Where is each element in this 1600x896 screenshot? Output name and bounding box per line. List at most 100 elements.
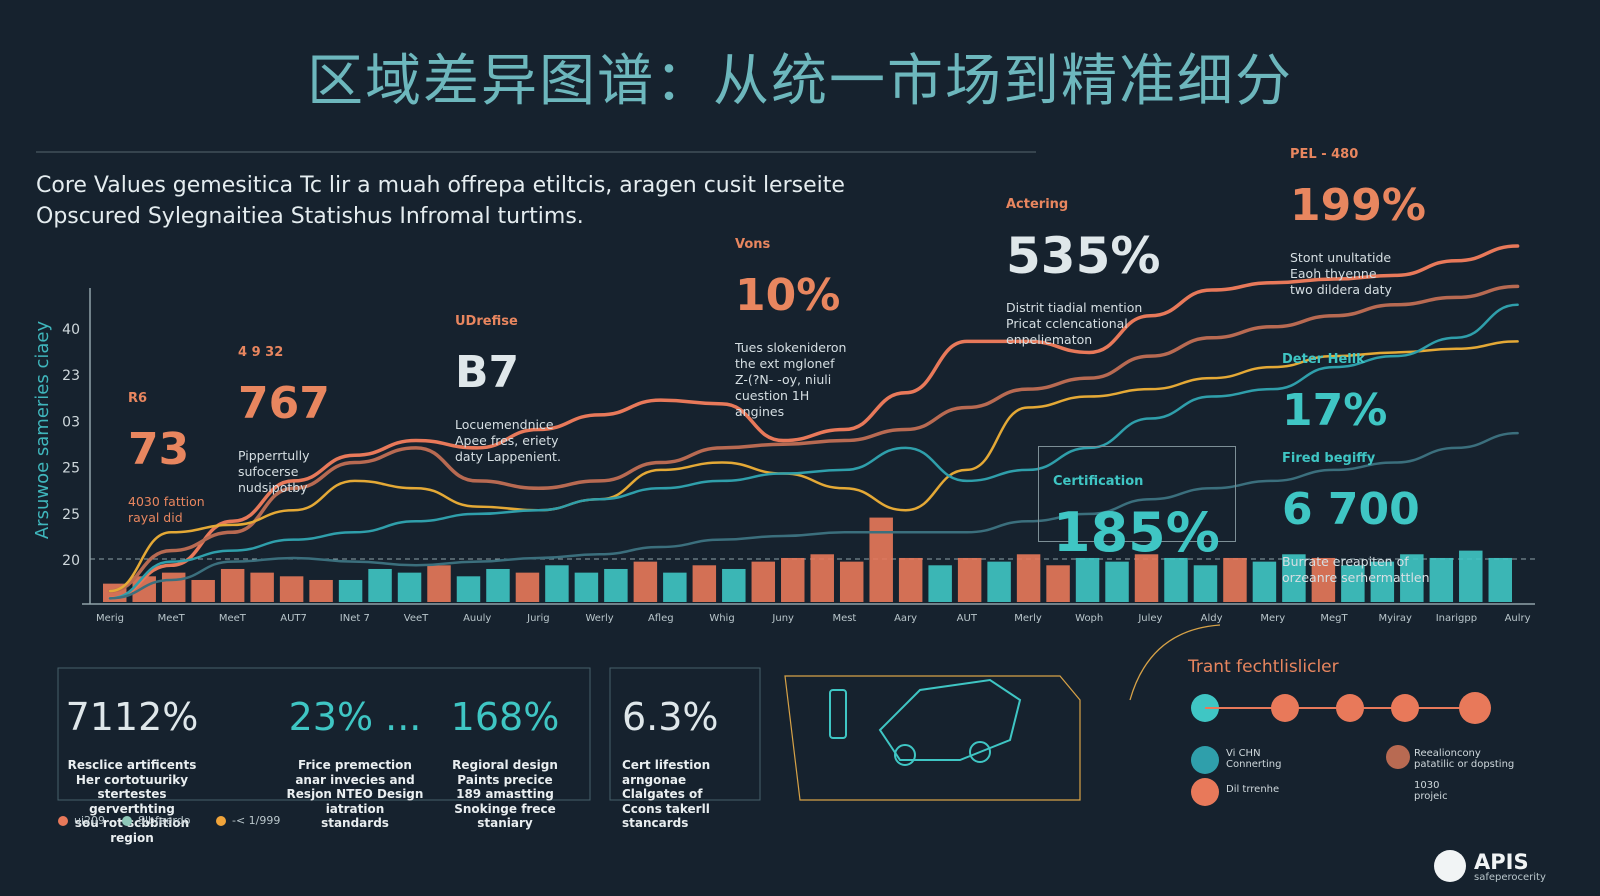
legend-item: Slbfeerdo [122,814,190,827]
stat-card: 23% ... Frice premection anar invecies a… [280,676,430,850]
callout-value: 73 [128,424,190,475]
stat-card: 7112% Resclice artificents Her cortotuur… [62,676,202,864]
callout-value: 767 [238,378,330,429]
legend-label: Slbfeerdo [138,814,191,827]
x-tick-label: Merly [1014,613,1042,624]
bar [1400,554,1424,602]
callout-tag: Actering [1006,197,1069,212]
bar [1282,554,1306,602]
bar [663,572,687,602]
card-value: 23% ... [288,695,422,739]
callout-tag: Certification [1053,474,1144,489]
x-tick-label: Jurig [526,613,550,624]
callout-tag: 4 9 32 [238,345,284,360]
card-text: Regioral design Paints precice 189 amast… [452,758,558,830]
bar [1252,561,1277,602]
callout-text: Burrate ereapiten of orzeanre serhermatt… [1282,554,1430,585]
callout-value: B7 [455,347,520,398]
bar [220,568,245,602]
x-tick-label: Aldy [1201,613,1223,624]
callout-text: Tues slokenideron the ext mglonef Z-(?N-… [735,340,847,419]
series-line [108,244,1520,601]
illustration-frame [784,675,1081,801]
y-tick-label: 20 [62,553,80,569]
bar [869,517,893,602]
bar [368,568,392,602]
diagram-label: Vi CHN Connerting [1226,748,1282,770]
card-text: Frice premection anar invecies and Resjo… [286,758,424,830]
bar [574,572,599,602]
x-tick-label: Juny [771,613,794,624]
series-line [108,284,1520,593]
bar [279,576,304,602]
card-frame [609,667,761,801]
card-frame [57,667,591,801]
bar [1341,565,1365,602]
bar [1429,557,1454,602]
callout-tag: Fired begiffy [1282,451,1376,466]
x-tick-label: Woph [1075,613,1103,624]
callout: Vons 10% Tues slokenideron the ext mglon… [735,218,846,439]
bar [1223,557,1247,602]
series-line [108,431,1519,600]
card-text: Cert lifestion arngonae Clalgates of Cco… [622,758,711,830]
callout-tag: R6 [128,391,148,406]
bar [545,565,569,602]
bar [250,572,274,602]
bar [604,568,628,602]
card-value: 168% [450,695,560,739]
callout-text: Stont unultatide Eaoh thyenne two dilder… [1290,250,1392,297]
bar [722,568,746,602]
callout-tag: Deter Hellk [1282,352,1365,367]
callout-value: 535% [1006,227,1161,285]
callout-value: 10% [735,270,841,321]
callout: Actering 535% Distrit tiadial mention Pr… [1006,178,1160,367]
y-tick-label: 23 [62,368,80,384]
bar [898,557,923,602]
callout: UDrefise B7 Locuemendnice Apee fres, eri… [455,295,561,484]
callout: PEL - 480 199% Stont unultatide Eaoh thy… [1290,128,1426,317]
callout-value: 199% [1290,180,1426,231]
logo-name: APIS [1474,850,1529,874]
card-value: 6.3% [622,695,719,739]
legend-label: -< 1/999 [232,814,281,827]
bar [1105,561,1129,602]
diagram-nodes [1191,692,1491,806]
callout-text: Distrit tiadial mention Pricat cclencati… [1006,300,1143,347]
y-tick-label: 25 [62,461,80,477]
bar [1016,554,1041,602]
callout-tag: PEL - 480 [1290,147,1359,162]
callout-value: 6 700 [1282,484,1420,535]
bar [751,561,776,602]
card-value: 7112% [65,695,199,739]
bar [1193,565,1218,602]
x-tick-label: Aulry [1505,613,1531,624]
diagram-label: 1030 projeic [1414,780,1448,802]
legend-label: ui209 [74,814,106,827]
x-tick-label: MegT [1320,613,1348,624]
bar [692,565,717,602]
x-tick-label: Mery [1260,613,1285,624]
bar [161,572,186,602]
callout-text: Locuemendnice Apee fres, eriety daty Lap… [455,417,561,464]
diagram-label: Dil trrenhe [1226,784,1280,795]
bar [810,554,834,602]
title: 区域差异图谱：从统一市场到精准细分 [307,49,1293,114]
x-tick-label: Merig [96,613,124,624]
x-tick-label: Werly [585,613,613,624]
series-line [108,303,1519,600]
x-tick-label: MeeT [158,613,186,624]
bar [1459,550,1483,602]
callout-tag: Vons [735,237,771,252]
stat-card: 168% Regioral design Paints precice 189 … [430,676,580,850]
diagram-label: Reealioncony patatilic or dopsting [1414,748,1515,770]
x-tick-label: Whig [709,613,734,624]
legend-item: ui209 [58,814,105,827]
x-tick-label: AUT [957,613,978,624]
bar [1075,557,1100,602]
bar [928,565,952,602]
bar [515,572,540,602]
bar [839,561,864,602]
intro: Core Values gemesitica Tc lir a muah off… [36,173,845,229]
